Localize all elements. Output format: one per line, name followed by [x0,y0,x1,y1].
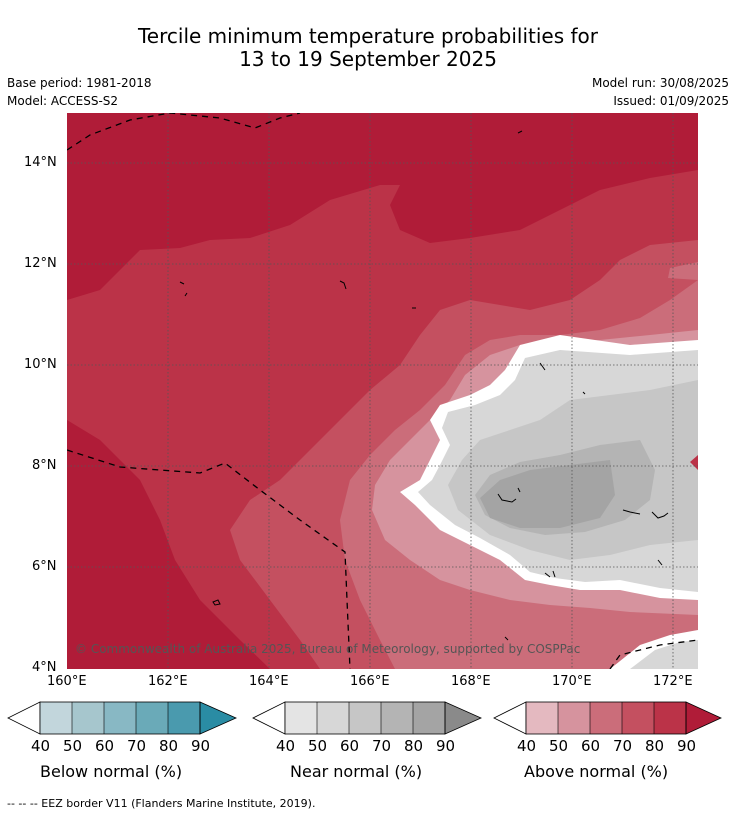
legend-near-tick-50: 50 [308,737,328,755]
legend-near-tick-80: 80 [404,737,424,755]
region-above-right-edge [690,455,698,470]
region-near-corner [630,640,698,669]
legend-above-swatch-1 [558,702,590,734]
lat-label-4n: 4°N [32,660,57,675]
legend-below-swatch-4 [168,702,200,734]
legend-below-swatch-2 [104,702,136,734]
lon-label-164e: 164°E [249,674,289,689]
legend-below-tick-80: 80 [159,737,179,755]
model-name: Model: ACCESS-S2 [7,94,119,108]
legend-below-tick-50: 50 [63,737,83,755]
title-line-2: 13 to 19 September 2025 [239,47,497,71]
legend-above-tick-50: 50 [549,737,569,755]
probability-map [67,113,698,669]
lon-label-162e: 162°E [148,674,188,689]
region-near-70 [480,460,615,528]
legend-near-swatch-3 [381,702,413,734]
legend-below-tick-90: 90 [191,737,211,755]
legend-above-tick-40: 40 [517,737,537,755]
legend-near-swatch-0 [285,702,317,734]
map-gridlines [67,113,698,669]
legend-below-tick-40: 40 [31,737,51,755]
lon-label-170e: 170°E [552,674,592,689]
legend-above-arrow-right [685,701,722,735]
lon-label-168e: 168°E [451,674,491,689]
lat-label-12n: 12°N [24,256,57,271]
legend-below-normal [7,701,237,735]
legend-above-swatch-3 [622,702,654,734]
issued-date: Issued: 01/09/2025 [613,94,729,108]
legend-above-arrow-left [493,701,527,735]
copyright-text: © Commonwealth of Australia 2025, Bureau… [75,642,580,656]
legend-near-normal [252,701,482,735]
legend-below-swatch-1 [72,702,104,734]
lat-label-10n: 10°N [24,357,57,372]
legend-below-swatch-3 [136,702,168,734]
legend-below-tick-70: 70 [127,737,147,755]
legend-near-tick-40: 40 [276,737,296,755]
legend-above-swatch-4 [654,702,686,734]
legend-below-tick-60: 60 [95,737,115,755]
legend-near-swatch-4 [413,702,445,734]
legend-near-arrow-left [252,701,286,735]
legend-below-arrow-right [199,701,237,735]
legend-above-swatch-0 [526,702,558,734]
legend-above-swatch-2 [590,702,622,734]
legend-above-title: Above normal (%) [524,762,669,781]
lat-label-8n: 8°N [32,458,57,473]
legend-above-tick-80: 80 [645,737,665,755]
region-above-60-top-right [668,262,698,280]
legend-near-swatch-2 [349,702,381,734]
legend-near-tick-70: 70 [372,737,392,755]
legend-near-arrow-right [444,701,482,735]
eez-footnote: -- -- -- EEZ border V11 (Flanders Marine… [7,797,316,810]
lat-label-6n: 6°N [32,559,57,574]
title-line-1: Tercile minimum temperature probabilitie… [137,24,599,48]
legend-below-swatch-0 [40,702,72,734]
lon-label-172e: 172°E [653,674,693,689]
lon-label-166e: 166°E [350,674,390,689]
legend-above-tick-70: 70 [613,737,633,755]
legend-above-tick-60: 60 [581,737,601,755]
legend-above-normal [493,701,722,735]
legend-below-title: Below normal (%) [40,762,183,781]
legend-below-arrow-left [7,701,41,735]
legend-near-tick-90: 90 [436,737,456,755]
legend-near-tick-60: 60 [340,737,360,755]
model-run: Model run: 30/08/2025 [591,76,729,90]
region-above-90-top [67,113,698,300]
region-above-90-left [67,420,270,669]
legend-near-title: Near normal (%) [290,762,423,781]
islands [179,130,669,641]
legend-near-swatch-1 [317,702,349,734]
legend-above-tick-90: 90 [677,737,697,755]
lat-label-14n: 14°N [24,155,57,170]
lon-label-160e: 160°E [47,674,87,689]
base-period: Base period: 1981-2018 [7,76,152,90]
eez-borders [67,113,698,669]
